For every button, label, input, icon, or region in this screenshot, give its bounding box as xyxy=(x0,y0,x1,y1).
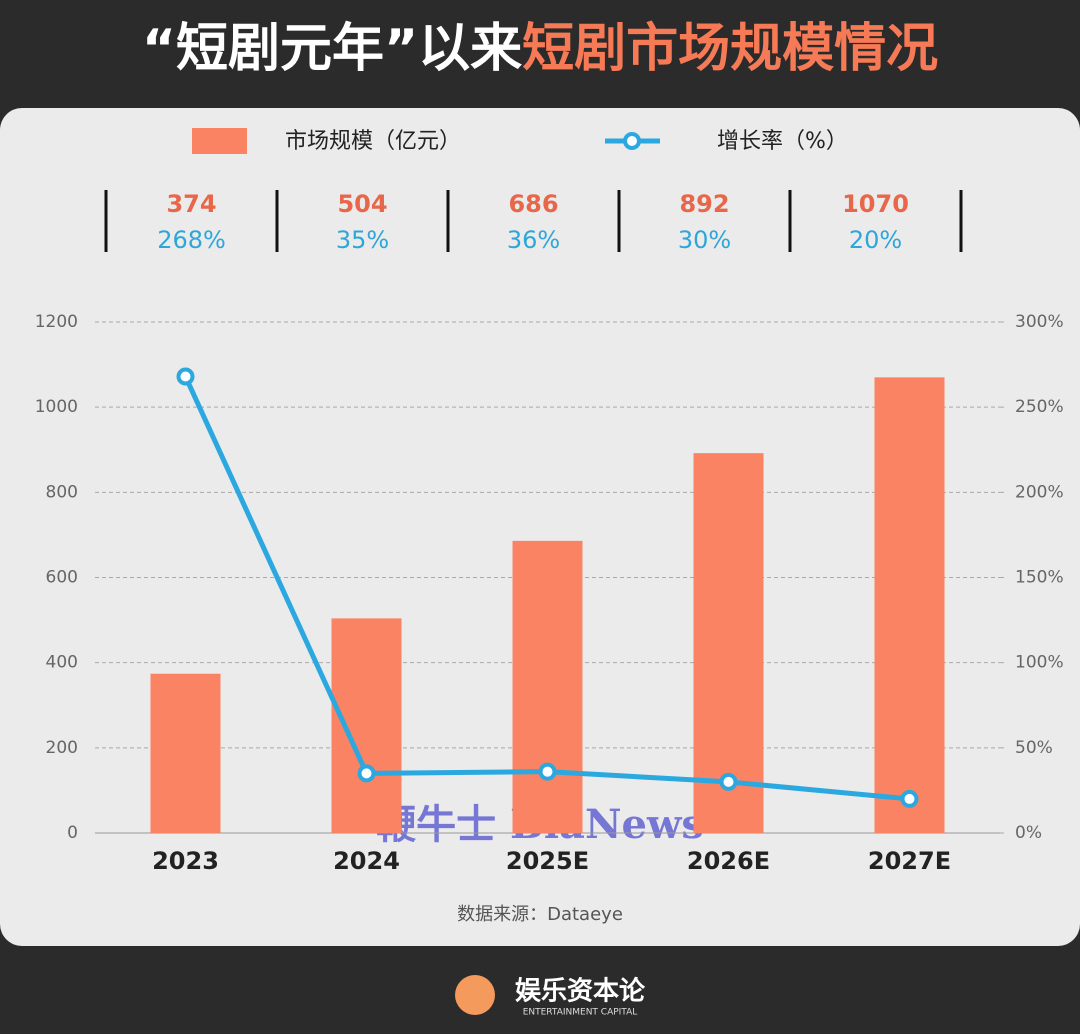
summary-rate: 268% xyxy=(157,226,226,254)
y-tick-label: 0 xyxy=(67,823,78,843)
legend-label: 增长率（%） xyxy=(717,129,848,154)
summary-value: 374 xyxy=(166,190,216,218)
y2-tick-label: 100% xyxy=(1015,653,1064,673)
summary-value: 1070 xyxy=(842,190,909,218)
y2-tick-label: 50% xyxy=(1015,738,1053,758)
growth-marker xyxy=(357,764,376,783)
x-tick-label: 2023 xyxy=(152,847,219,875)
x-tick-label: 2024 xyxy=(333,847,400,875)
title-part: “短剧元年”以来 xyxy=(142,19,522,79)
y-tick-label: 1000 xyxy=(35,397,78,417)
summary-value: 504 xyxy=(337,190,387,218)
x-tick-label: 2026E xyxy=(687,847,770,875)
bar xyxy=(693,453,764,833)
summary-rate: 20% xyxy=(849,226,902,254)
legend-swatch xyxy=(192,128,247,154)
bar xyxy=(331,618,402,833)
summary-value: 892 xyxy=(679,190,729,218)
growth-marker xyxy=(719,772,738,791)
summary-rate: 36% xyxy=(507,226,560,254)
growth-marker xyxy=(176,367,195,386)
y-tick-label: 1200 xyxy=(35,312,78,332)
growth-marker xyxy=(538,762,557,781)
title-part: 短剧市场规模情况 xyxy=(522,19,938,79)
y-tick-label: 800 xyxy=(46,482,78,502)
y2-tick-label: 250% xyxy=(1015,397,1064,417)
summary-rate: 35% xyxy=(336,226,389,254)
brand-subtitle: ENTERTAINMENT CAPITAL xyxy=(523,1008,638,1018)
bar xyxy=(512,540,583,833)
y2-tick-label: 150% xyxy=(1015,568,1064,588)
y2-tick-label: 300% xyxy=(1015,312,1064,332)
chart-title: “短剧元年”以来短剧市场规模情况 xyxy=(142,19,938,79)
y-tick-label: 600 xyxy=(46,568,78,588)
legend-marker xyxy=(623,132,641,150)
bar xyxy=(150,673,221,833)
x-tick-label: 2027E xyxy=(868,847,951,875)
summary-rate: 30% xyxy=(678,226,731,254)
legend-label: 市场规模（亿元） xyxy=(285,129,461,154)
brand-name: 娱乐资本论 xyxy=(515,977,646,1007)
growth-marker xyxy=(900,789,919,808)
y2-tick-label: 0% xyxy=(1015,823,1042,843)
card xyxy=(0,108,1080,946)
y2-tick-label: 200% xyxy=(1015,482,1064,502)
summary-value: 686 xyxy=(508,190,558,218)
brand-logo xyxy=(455,975,495,1015)
bar xyxy=(874,377,945,833)
x-tick-label: 2025E xyxy=(506,847,589,875)
y-tick-label: 400 xyxy=(46,653,78,673)
source: 数据来源：Dataeye xyxy=(457,904,623,925)
y-tick-label: 200 xyxy=(46,738,78,758)
